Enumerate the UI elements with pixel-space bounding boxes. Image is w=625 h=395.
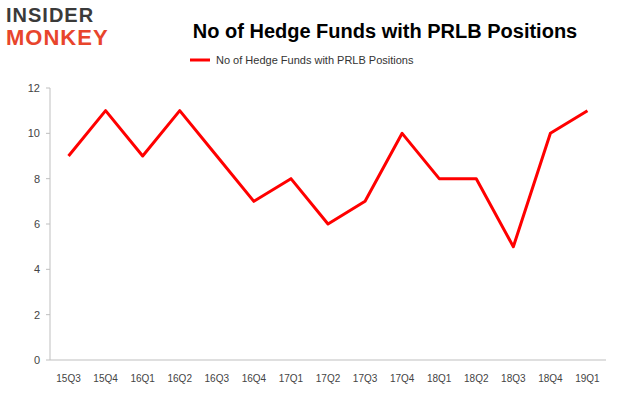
title: No of Hedge Funds with PRLB Positions: [193, 20, 577, 42]
x-tick-label: 17Q3: [353, 373, 378, 384]
y-tick-label: 4: [34, 263, 40, 275]
x-tick-label: 18Q4: [538, 373, 563, 384]
series-line: [69, 111, 588, 247]
y-tick-label: 8: [34, 173, 40, 185]
y-tick-label: 2: [34, 309, 40, 321]
x-axis: [50, 360, 606, 361]
x-tick-label: 17Q1: [279, 373, 304, 384]
x-tick-label: 19Q1: [575, 373, 600, 384]
x-tick-label: 15Q3: [56, 373, 81, 384]
x-tick-label: 16Q1: [130, 373, 155, 384]
y-tick: [46, 314, 50, 315]
x-tick-label: 18Q3: [501, 373, 526, 384]
x-tick-label: 16Q3: [205, 373, 230, 384]
logo-text: MONKEY: [6, 25, 109, 50]
x-tick-label: 17Q4: [390, 373, 415, 384]
y-tick: [46, 269, 50, 270]
y-tick-label: 6: [34, 218, 40, 230]
y-tick: [46, 178, 50, 179]
x-tick-label: 16Q4: [242, 373, 267, 384]
chart-root: INSIDERMONKEY No of Hedge Funds with PRLB…: [0, 0, 625, 395]
x-tick-label: 16Q2: [167, 373, 192, 384]
chart: INSIDERMONKEY No of Hedge Funds with PRLB…: [0, 0, 625, 395]
x-tick-label: 18Q1: [427, 373, 452, 384]
logo-text: INSIDER: [6, 4, 94, 26]
legend-label: No of Hedge Funds with PRLB Positions: [216, 54, 414, 66]
x-tick-label: 15Q4: [93, 373, 118, 384]
x-tick-label: 17Q2: [316, 373, 341, 384]
y-tick-label: 0: [34, 354, 40, 366]
legend-swatch: [190, 59, 210, 62]
y-tick: [46, 133, 50, 134]
y-tick: [46, 224, 50, 225]
x-tick-label: 18Q2: [464, 373, 489, 384]
y-tick: [46, 88, 50, 89]
y-tick-label: 10: [28, 127, 40, 139]
y-tick-label: 12: [28, 82, 40, 94]
y-axis: [50, 88, 51, 360]
y-tick: [46, 360, 50, 361]
plot-area: [69, 111, 588, 247]
